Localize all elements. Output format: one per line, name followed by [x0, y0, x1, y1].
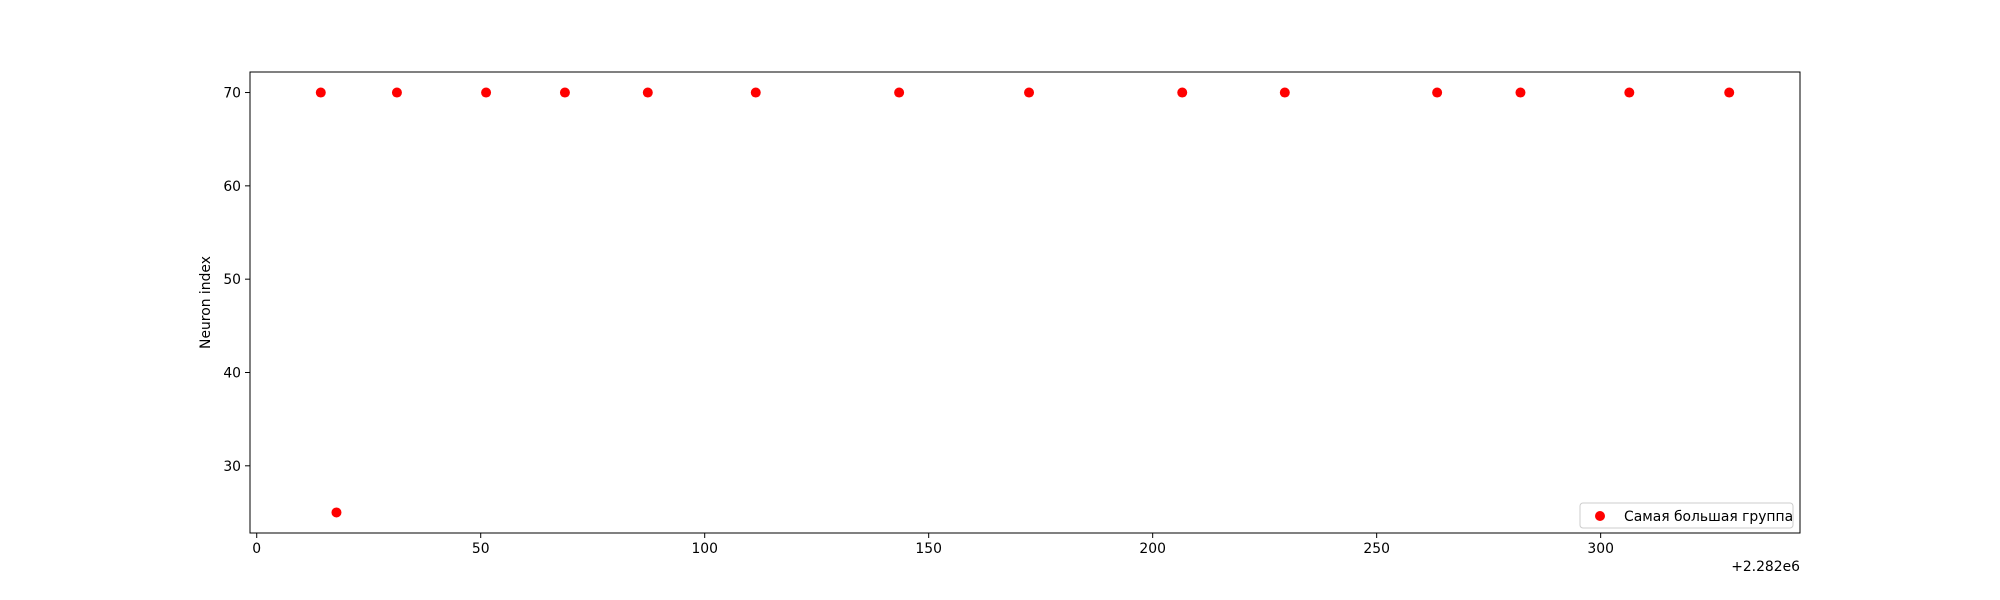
data-point — [391, 87, 402, 98]
data-point — [1432, 87, 1443, 98]
y-axis-label: Neuron index — [198, 256, 214, 349]
data-point — [1724, 87, 1735, 98]
data-point — [315, 87, 326, 98]
x-tick-label: 150 — [915, 541, 942, 557]
legend-marker — [1595, 511, 1605, 521]
y-tick-label: 60 — [223, 179, 241, 195]
data-point — [1624, 87, 1635, 98]
y-tick-label: 70 — [223, 86, 241, 102]
x-tick-label: 0 — [252, 541, 261, 557]
y-tick-label: 50 — [223, 272, 241, 288]
y-tick-label: 40 — [223, 365, 241, 381]
data-point — [750, 87, 761, 98]
legend-label: Самая большая группа — [1624, 509, 1793, 525]
x-tick-label: 100 — [691, 541, 718, 557]
data-point — [642, 87, 653, 98]
data-points — [315, 87, 1735, 518]
data-point — [1279, 87, 1290, 98]
data-point — [331, 507, 342, 518]
data-point — [894, 87, 905, 98]
legend: Самая большая группа — [1579, 502, 1794, 529]
legend-box — [1579, 502, 1794, 529]
data-point — [559, 87, 570, 98]
y-tick-label: 30 — [223, 459, 241, 475]
data-point — [1024, 87, 1035, 98]
data-point — [1177, 87, 1188, 98]
x-axis-offset-label: +2.282e6 — [1731, 559, 1800, 575]
x-tick-label: 200 — [1139, 541, 1166, 557]
data-point — [481, 87, 492, 98]
x-tick-label: 50 — [472, 541, 490, 557]
x-tick-label: 250 — [1363, 541, 1390, 557]
y-axis-ticks: 30 40 50 60 70 — [223, 86, 250, 475]
x-tick-label: 300 — [1587, 541, 1614, 557]
plot-area — [249, 71, 1801, 534]
x-axis-ticks: 0 50 100 150 200 250 300 — [252, 533, 1614, 557]
data-point — [1515, 87, 1526, 98]
